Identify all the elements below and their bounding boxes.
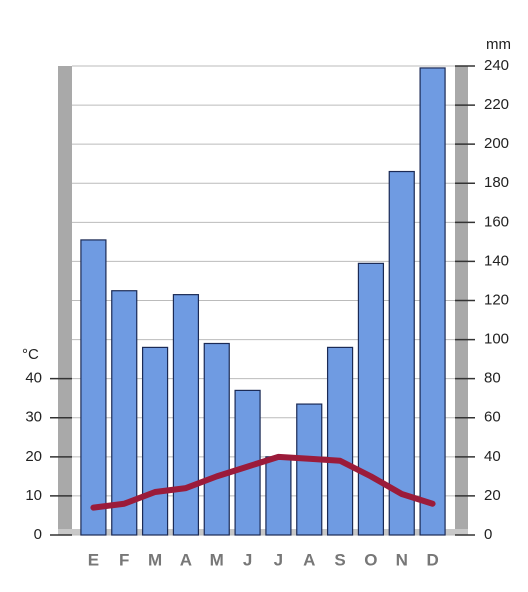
bar [388,170,415,536]
y2-tick-label: 20 [484,487,501,504]
x-tick-label: M [210,550,224,569]
y-tick-label: 30 [25,409,42,426]
x-tick-label: E [88,550,99,569]
y-tick-label: 20 [25,448,42,465]
y2-tick-label: 180 [484,174,509,191]
bottom-frame [58,529,468,535]
bar [111,290,138,536]
x-tick-label: N [396,550,408,569]
bar [203,342,230,536]
y2-tick-label: 220 [484,96,509,113]
bar [296,403,323,536]
x-tick-label: S [334,550,345,569]
y2-tick-label: 140 [484,252,509,269]
x-tick-label: D [426,550,438,569]
y2-axis-label: mm [486,36,511,53]
x-tick-label: A [303,550,315,569]
x-tick-label: A [180,550,192,569]
y-axis-label: °C [22,346,39,363]
y2-tick-label: 200 [484,135,509,152]
y2-tick-label: 160 [484,213,509,230]
y2-tick-label: 0 [484,526,492,543]
x-tick-label: F [119,550,129,569]
y2-tick-label: 100 [484,331,509,348]
bar [326,346,354,536]
bar [141,346,169,536]
x-tick-label: J [274,550,283,569]
y2-tick-label: 40 [484,448,501,465]
y-tick-label: 40 [25,370,42,387]
bar [265,456,292,536]
bar [357,262,385,536]
left-frame [58,66,72,535]
bar [419,67,446,536]
y2-tick-label: 240 [484,57,509,74]
x-tick-label: J [243,550,252,569]
bar [172,294,200,536]
temperature-line [90,453,436,511]
x-tick-label: M [148,550,162,569]
y2-tick-label: 80 [484,370,501,387]
y-tick-label: 10 [25,487,42,504]
y-tick-label: 0 [34,526,42,543]
y2-tick-label: 120 [484,291,509,308]
bar [80,239,107,536]
x-tick-label: O [364,550,377,569]
y2-tick-label: 60 [484,409,501,426]
